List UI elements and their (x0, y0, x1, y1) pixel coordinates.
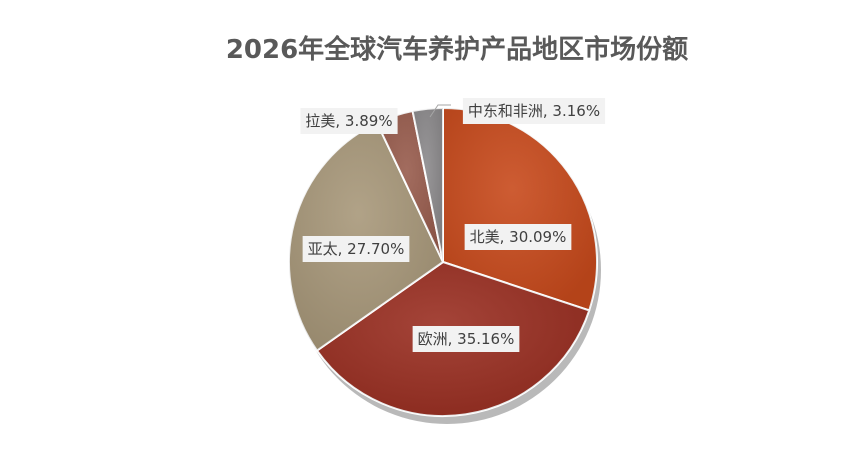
data-label-asia-pacific: 亚太, 27.70% (302, 236, 410, 262)
data-label-text: 北美, 30.09% (470, 228, 567, 246)
pie-slice-shade-north-america (443, 107, 598, 311)
data-label-text: 欧洲, 35.16% (418, 330, 515, 348)
data-labels: 北美, 30.09% 欧洲, 35.16% 亚太, 27.70% 拉美, 3.89% 中… (300, 98, 606, 352)
data-label-box (412, 326, 520, 352)
leader-lines (429, 104, 451, 118)
data-label-box (300, 108, 398, 134)
pie-slice-shade-latin-america (376, 111, 443, 262)
data-label-box (464, 224, 572, 250)
data-label-box (462, 98, 606, 124)
data-label-text: 亚太, 27.70% (308, 240, 405, 258)
data-label-text: 拉美, 3.89% (305, 112, 392, 130)
data-label-box (302, 236, 410, 262)
data-label-middle-east-africa: 中东和非洲, 3.16% (462, 98, 606, 124)
data-label-north-america: 北美, 30.09% (464, 224, 572, 250)
chart-title: 2026年全球汽车养护产品地区市场份额 (226, 34, 688, 65)
data-label-text: 中东和非洲, 3.16% (468, 102, 600, 120)
pie-slice-shade-middle-east-africa (412, 108, 443, 262)
pie-slices (288, 106, 598, 417)
leader-line-middle-east-africa (429, 104, 451, 118)
data-label-latin-america: 拉美, 3.89% (300, 108, 398, 134)
data-label-europe: 欧洲, 35.16% (412, 326, 520, 352)
